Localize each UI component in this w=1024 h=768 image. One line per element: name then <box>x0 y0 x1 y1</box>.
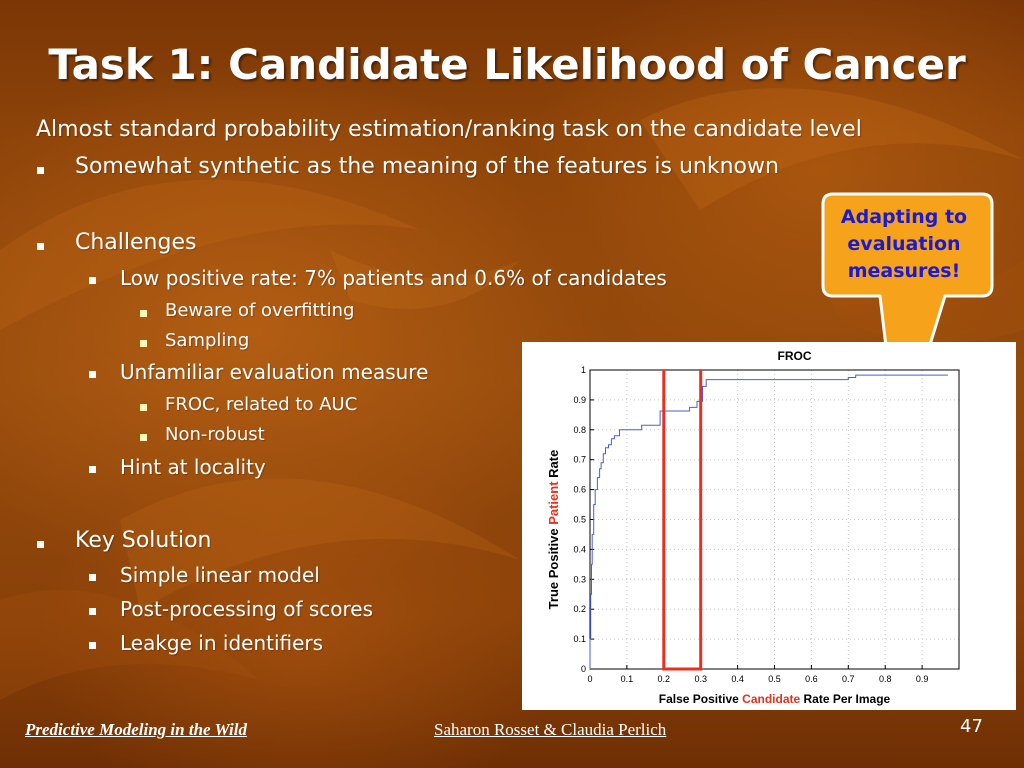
bullet-text-level-2: Simple linear model <box>120 563 320 587</box>
y-tick-label: 0.9 <box>573 395 586 405</box>
y-axis-label: True Positive Patient Rate <box>546 450 561 610</box>
froc-chart: 0 0.1 0.2 0.3 0.4 0.5 0.6 0.7 0.8 0.9 0 0.1 0.2 0.3 0.… <box>546 349 960 706</box>
bullet-square-icon <box>89 466 96 473</box>
y-axis-label-part: Rate <box>546 450 561 482</box>
callout-text: Adapting to evaluation measures! <box>840 206 968 282</box>
x-tick-label: 0.6 <box>805 674 818 684</box>
bullet-text-level-0: Almost standard probability estimation/r… <box>36 117 862 142</box>
x-tick-label: 0.7 <box>842 674 855 684</box>
x-axis-label: False Positive Candidate Rate Per Image <box>659 692 891 706</box>
bullet-square-icon <box>140 404 147 411</box>
x-tick-label: 0.2 <box>658 674 671 684</box>
x-axis-label-part: Rate Per Image <box>800 692 890 706</box>
bullet-square-icon <box>140 340 147 347</box>
bullet-square-icon <box>37 167 44 174</box>
y-tick-label: 0.2 <box>573 604 586 614</box>
y-tick-label: 1 <box>581 365 586 375</box>
bullet-text-level-3: Sampling <box>165 330 250 351</box>
y-tick-label: 0.6 <box>573 485 586 495</box>
bullet-text-level-3: FROC, related to AUC <box>165 394 358 415</box>
y-tick-label: 0 <box>581 664 586 674</box>
x-tick-label: 0 <box>587 674 592 684</box>
bullet-square-icon <box>89 574 96 581</box>
chart-title: FROC <box>778 349 812 363</box>
y-tick-label: 0.5 <box>573 515 586 525</box>
highlight-region <box>662 370 703 671</box>
bullet-square-icon <box>89 277 96 284</box>
bullet-square-icon <box>140 310 147 317</box>
y-axis-label-highlight: Patient <box>546 481 561 525</box>
bullet-text-level-2: Unfamiliar evaluation measure <box>120 360 429 384</box>
bullet-square-icon <box>140 434 147 441</box>
froc-curve <box>589 374 948 669</box>
bullet-square-icon <box>89 608 96 615</box>
y-tick-label: 0.7 <box>573 455 586 465</box>
froc-chart-panel: 0 0.1 0.2 0.3 0.4 0.5 0.6 0.7 0.8 0.9 0 0.1 0.2 0.3 0.… <box>522 342 1016 710</box>
y-axis-label-part: True Positive <box>546 525 561 610</box>
x-axis-label-highlight: Candidate <box>742 692 800 706</box>
x-tick-label: 0.3 <box>694 674 707 684</box>
y-tick-label: 0.8 <box>573 425 586 435</box>
bullet-square-icon <box>89 371 96 378</box>
x-axis-label-part: False Positive <box>659 692 742 706</box>
y-tick-label: 0.4 <box>573 544 586 554</box>
bullet-text-level-2: Hint at locality <box>120 455 266 479</box>
bullet-square-icon <box>89 642 96 649</box>
bullet-square-icon <box>37 243 44 250</box>
footer-authors: Saharon Rosset & Claudia Perlich <box>434 720 667 739</box>
bullet-square-icon <box>37 541 44 548</box>
bullet-text-level-2: Low positive rate: 7% patients and 0.6% … <box>120 266 667 290</box>
bullet-text-level-3: Beware of overfitting <box>165 300 355 321</box>
y-tick-label: 0.1 <box>573 634 586 644</box>
x-tick-label: 0.1 <box>621 674 634 684</box>
footer-course-title: Predictive Modeling in the Wild <box>25 720 247 739</box>
bullet-text-level-1: Somewhat synthetic as the meaning of the… <box>75 154 779 179</box>
bullet-text-level-3: Non-robust <box>165 424 265 445</box>
x-tick-label: 0.5 <box>768 674 781 684</box>
bullet-text-level-1: Challenges <box>75 230 197 255</box>
x-tick-label: 0.4 <box>731 674 744 684</box>
bullet-text-level-2: Post-processing of scores <box>120 597 373 621</box>
bullet-text-level-1: Key Solution <box>75 528 212 553</box>
x-tick-label: 0.9 <box>916 674 929 684</box>
slide-title: Task 1: Candidate Likelihood of Cancer <box>48 40 966 89</box>
page-number: 47 <box>960 716 983 737</box>
y-tick-label: 0.3 <box>573 574 586 584</box>
bullet-text-level-2: Leakge in identifiers <box>120 631 324 655</box>
x-tick-label: 0.8 <box>879 674 892 684</box>
